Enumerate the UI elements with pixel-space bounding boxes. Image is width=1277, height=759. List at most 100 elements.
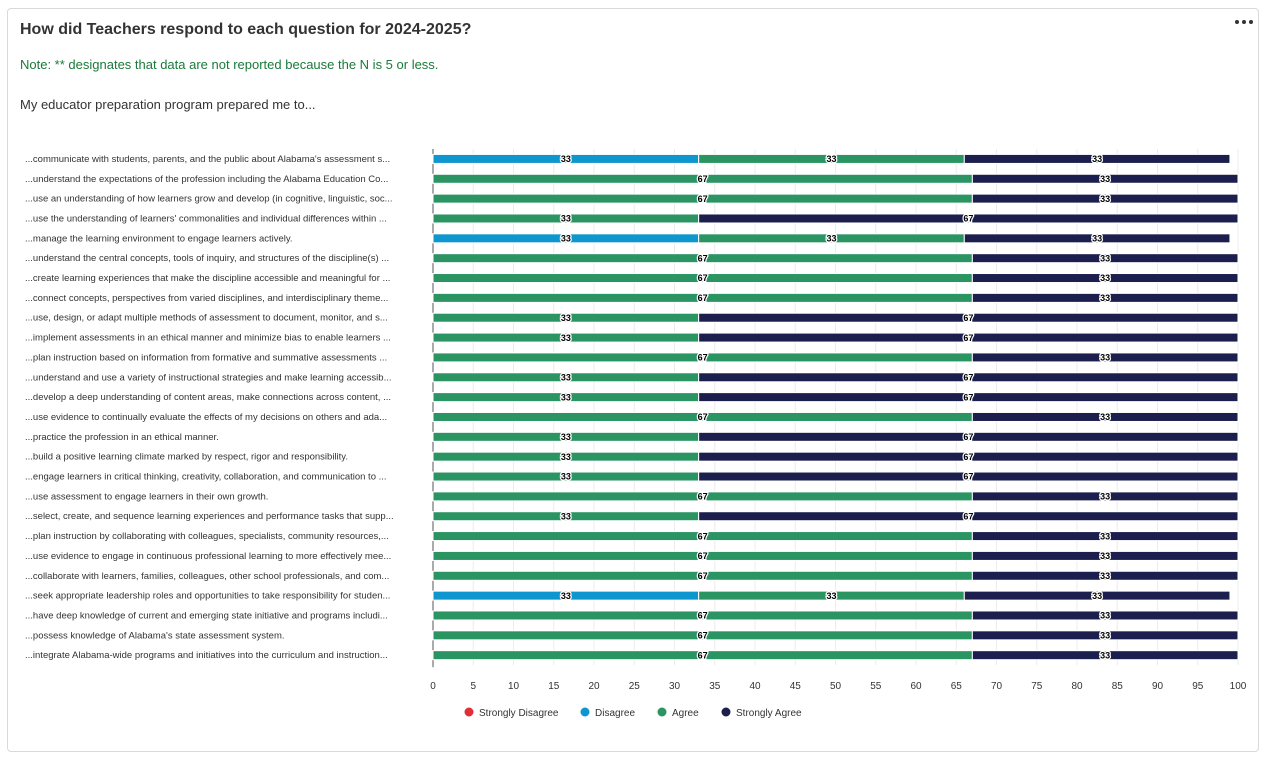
data-label: 67 xyxy=(698,611,708,621)
data-label: 67 xyxy=(963,432,973,442)
bar-segment xyxy=(698,471,1239,482)
category-label: ...implement assessments in an ethical m… xyxy=(25,333,391,344)
bar-segment xyxy=(971,292,1239,303)
bar-segment xyxy=(698,451,1239,462)
category-label: ...build a positive learning climate mar… xyxy=(25,452,348,463)
data-label: 33 xyxy=(561,392,571,402)
data-label: 67 xyxy=(698,293,708,303)
data-label: 33 xyxy=(561,214,571,224)
data-label: 33 xyxy=(1100,273,1110,283)
bar-segment xyxy=(971,531,1239,542)
data-label: 33 xyxy=(1092,591,1102,601)
data-label: 33 xyxy=(561,333,571,343)
category-label: ...develop a deep understanding of conte… xyxy=(25,392,391,403)
x-tick-label: 5 xyxy=(470,681,476,692)
more-dot-icon xyxy=(1242,20,1246,24)
data-label: 33 xyxy=(1100,611,1110,621)
category-label: ...plan instruction by collaborating wit… xyxy=(25,531,389,542)
legend-item-label: Disagree xyxy=(595,708,635,719)
category-label: ...integrate Alabama-wide programs and i… xyxy=(25,650,388,661)
data-label: 67 xyxy=(698,492,708,502)
bar-segment xyxy=(963,590,1231,601)
data-label: 67 xyxy=(963,392,973,402)
bar-segment xyxy=(963,233,1231,244)
x-tick-label: 85 xyxy=(1112,681,1124,692)
data-label: 67 xyxy=(698,650,708,660)
category-label: ...engage learners in critical thinking,… xyxy=(25,472,387,483)
data-label: 67 xyxy=(963,214,973,224)
category-label: ...use the understanding of learners' co… xyxy=(25,213,387,224)
bar-segment xyxy=(971,411,1239,422)
bar-segment xyxy=(971,491,1239,502)
data-label: 33 xyxy=(561,154,571,164)
data-label: 67 xyxy=(698,551,708,561)
data-label: 33 xyxy=(561,452,571,462)
bar-segment xyxy=(698,392,1239,403)
data-label: 33 xyxy=(561,313,571,323)
x-tick-label: 75 xyxy=(1031,681,1043,692)
category-label: ...connect concepts, perspectives from v… xyxy=(25,293,388,304)
data-label: 33 xyxy=(826,154,836,164)
category-label: ...have deep knowledge of current and em… xyxy=(25,610,388,621)
category-label: ...collaborate with learners, families, … xyxy=(25,571,389,582)
category-label: ...communicate with students, parents, a… xyxy=(25,154,390,165)
category-label: ...use an understanding of how learners … xyxy=(25,194,393,205)
data-label: 33 xyxy=(561,472,571,482)
x-tick-label: 100 xyxy=(1230,681,1247,692)
x-tick-label: 35 xyxy=(709,681,721,692)
category-label: ...seek appropriate leadership roles and… xyxy=(25,591,390,602)
category-label: ...practice the profession in an ethical… xyxy=(25,432,219,443)
x-tick-label: 30 xyxy=(669,681,681,692)
more-dot-icon xyxy=(1249,20,1253,24)
data-label: 33 xyxy=(1092,154,1102,164)
data-label: 33 xyxy=(561,511,571,521)
category-label: ...use assessment to engage learners in … xyxy=(25,491,268,502)
data-label: 33 xyxy=(1100,531,1110,541)
data-label: 33 xyxy=(1100,353,1110,363)
bar-segment xyxy=(971,650,1239,661)
more-dot-icon xyxy=(1235,20,1239,24)
data-label: 67 xyxy=(963,452,973,462)
category-label: ...use evidence to continually evaluate … xyxy=(25,412,387,423)
legend-item-label: Strongly Disagree xyxy=(479,708,559,719)
suppression-note: Note: ** designates that data are not re… xyxy=(20,57,439,72)
x-tick-label: 15 xyxy=(548,681,560,692)
bar-segment xyxy=(971,570,1239,581)
bar-segment xyxy=(971,253,1239,264)
bar-segment xyxy=(963,153,1231,164)
data-label: 67 xyxy=(698,531,708,541)
legend-marker-icon xyxy=(580,707,590,717)
bar-segment xyxy=(698,312,1239,323)
data-label: 33 xyxy=(1100,412,1110,422)
data-label: 67 xyxy=(963,313,973,323)
data-label: 33 xyxy=(1100,551,1110,561)
x-tick-label: 20 xyxy=(588,681,600,692)
category-label: ...understand the central concepts, tool… xyxy=(25,253,389,264)
category-label: ...understand and use a variety of instr… xyxy=(25,372,391,383)
data-label: 33 xyxy=(1100,174,1110,184)
more-options-button[interactable] xyxy=(1232,13,1256,31)
x-tick-label: 50 xyxy=(830,681,842,692)
legend-marker-icon xyxy=(464,707,474,717)
data-label: 33 xyxy=(1100,194,1110,204)
data-label: 33 xyxy=(561,591,571,601)
data-label: 67 xyxy=(698,194,708,204)
bar-segment xyxy=(698,332,1239,343)
legend-marker-icon xyxy=(657,707,667,717)
category-label: ...plan instruction based on information… xyxy=(25,352,387,363)
x-tick-label: 25 xyxy=(629,681,641,692)
data-label: 67 xyxy=(698,631,708,641)
data-label: 33 xyxy=(826,591,836,601)
data-label: 67 xyxy=(698,273,708,283)
x-tick-label: 90 xyxy=(1152,681,1164,692)
data-label: 67 xyxy=(963,372,973,382)
bar-segment xyxy=(971,352,1239,363)
data-label: 67 xyxy=(698,353,708,363)
category-label: ...manage the learning environment to en… xyxy=(25,233,293,244)
data-label: 33 xyxy=(1100,571,1110,581)
bar-segment xyxy=(698,372,1239,383)
bar-segment xyxy=(971,273,1239,284)
data-label: 33 xyxy=(1100,253,1110,263)
question-prompt: My educator preparation program prepared… xyxy=(20,97,316,112)
data-label: 67 xyxy=(963,333,973,343)
